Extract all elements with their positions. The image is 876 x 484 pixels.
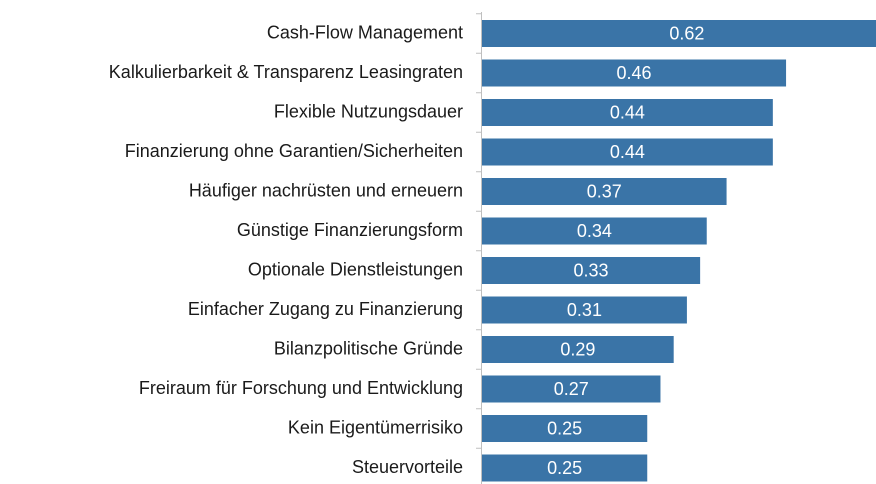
category-label: Steuervorteile [352,457,463,477]
bar [482,454,648,482]
category-label: Häufiger nachrüsten und erneuern [189,180,463,200]
bar [482,59,787,87]
value-label: 0.46 [617,63,652,83]
bar [482,138,773,166]
value-label: 0.37 [587,181,622,201]
bar [482,336,674,363]
value-label: 0.25 [547,418,582,438]
category-label: Finanzierung ohne Garantien/Sicherheiten [125,141,463,161]
bar [482,296,687,324]
value-label: 0.62 [669,23,704,43]
bar [482,375,661,403]
category-label: Günstige Finanzierungsform [237,220,463,240]
bar [482,257,701,284]
bar [482,217,707,245]
bar [482,415,648,442]
value-label: 0.34 [577,221,612,241]
value-label: 0.25 [547,458,582,478]
value-label: 0.33 [574,260,609,280]
category-label: Cash-Flow Management [267,22,463,42]
value-label: 0.31 [567,300,602,320]
value-label: 0.27 [554,379,589,399]
bar [482,99,773,126]
bar [482,178,727,205]
category-label: Freiraum für Forschung und Entwicklung [139,378,463,398]
category-label: Kein Eigentümerrisiko [288,417,463,437]
value-label: 0.44 [610,102,645,122]
category-label: Optionale Dienstleistungen [248,259,463,279]
value-label: 0.44 [610,142,645,162]
value-label: 0.29 [560,339,595,359]
category-label: Einfacher Zugang zu Finanzierung [188,299,463,319]
category-label: Bilanzpolitische Gründe [274,338,463,358]
bar [482,20,876,47]
category-label: Kalkulierbarkeit & Transparenz Leasingra… [109,62,463,82]
category-label: Flexible Nutzungsdauer [274,101,463,121]
